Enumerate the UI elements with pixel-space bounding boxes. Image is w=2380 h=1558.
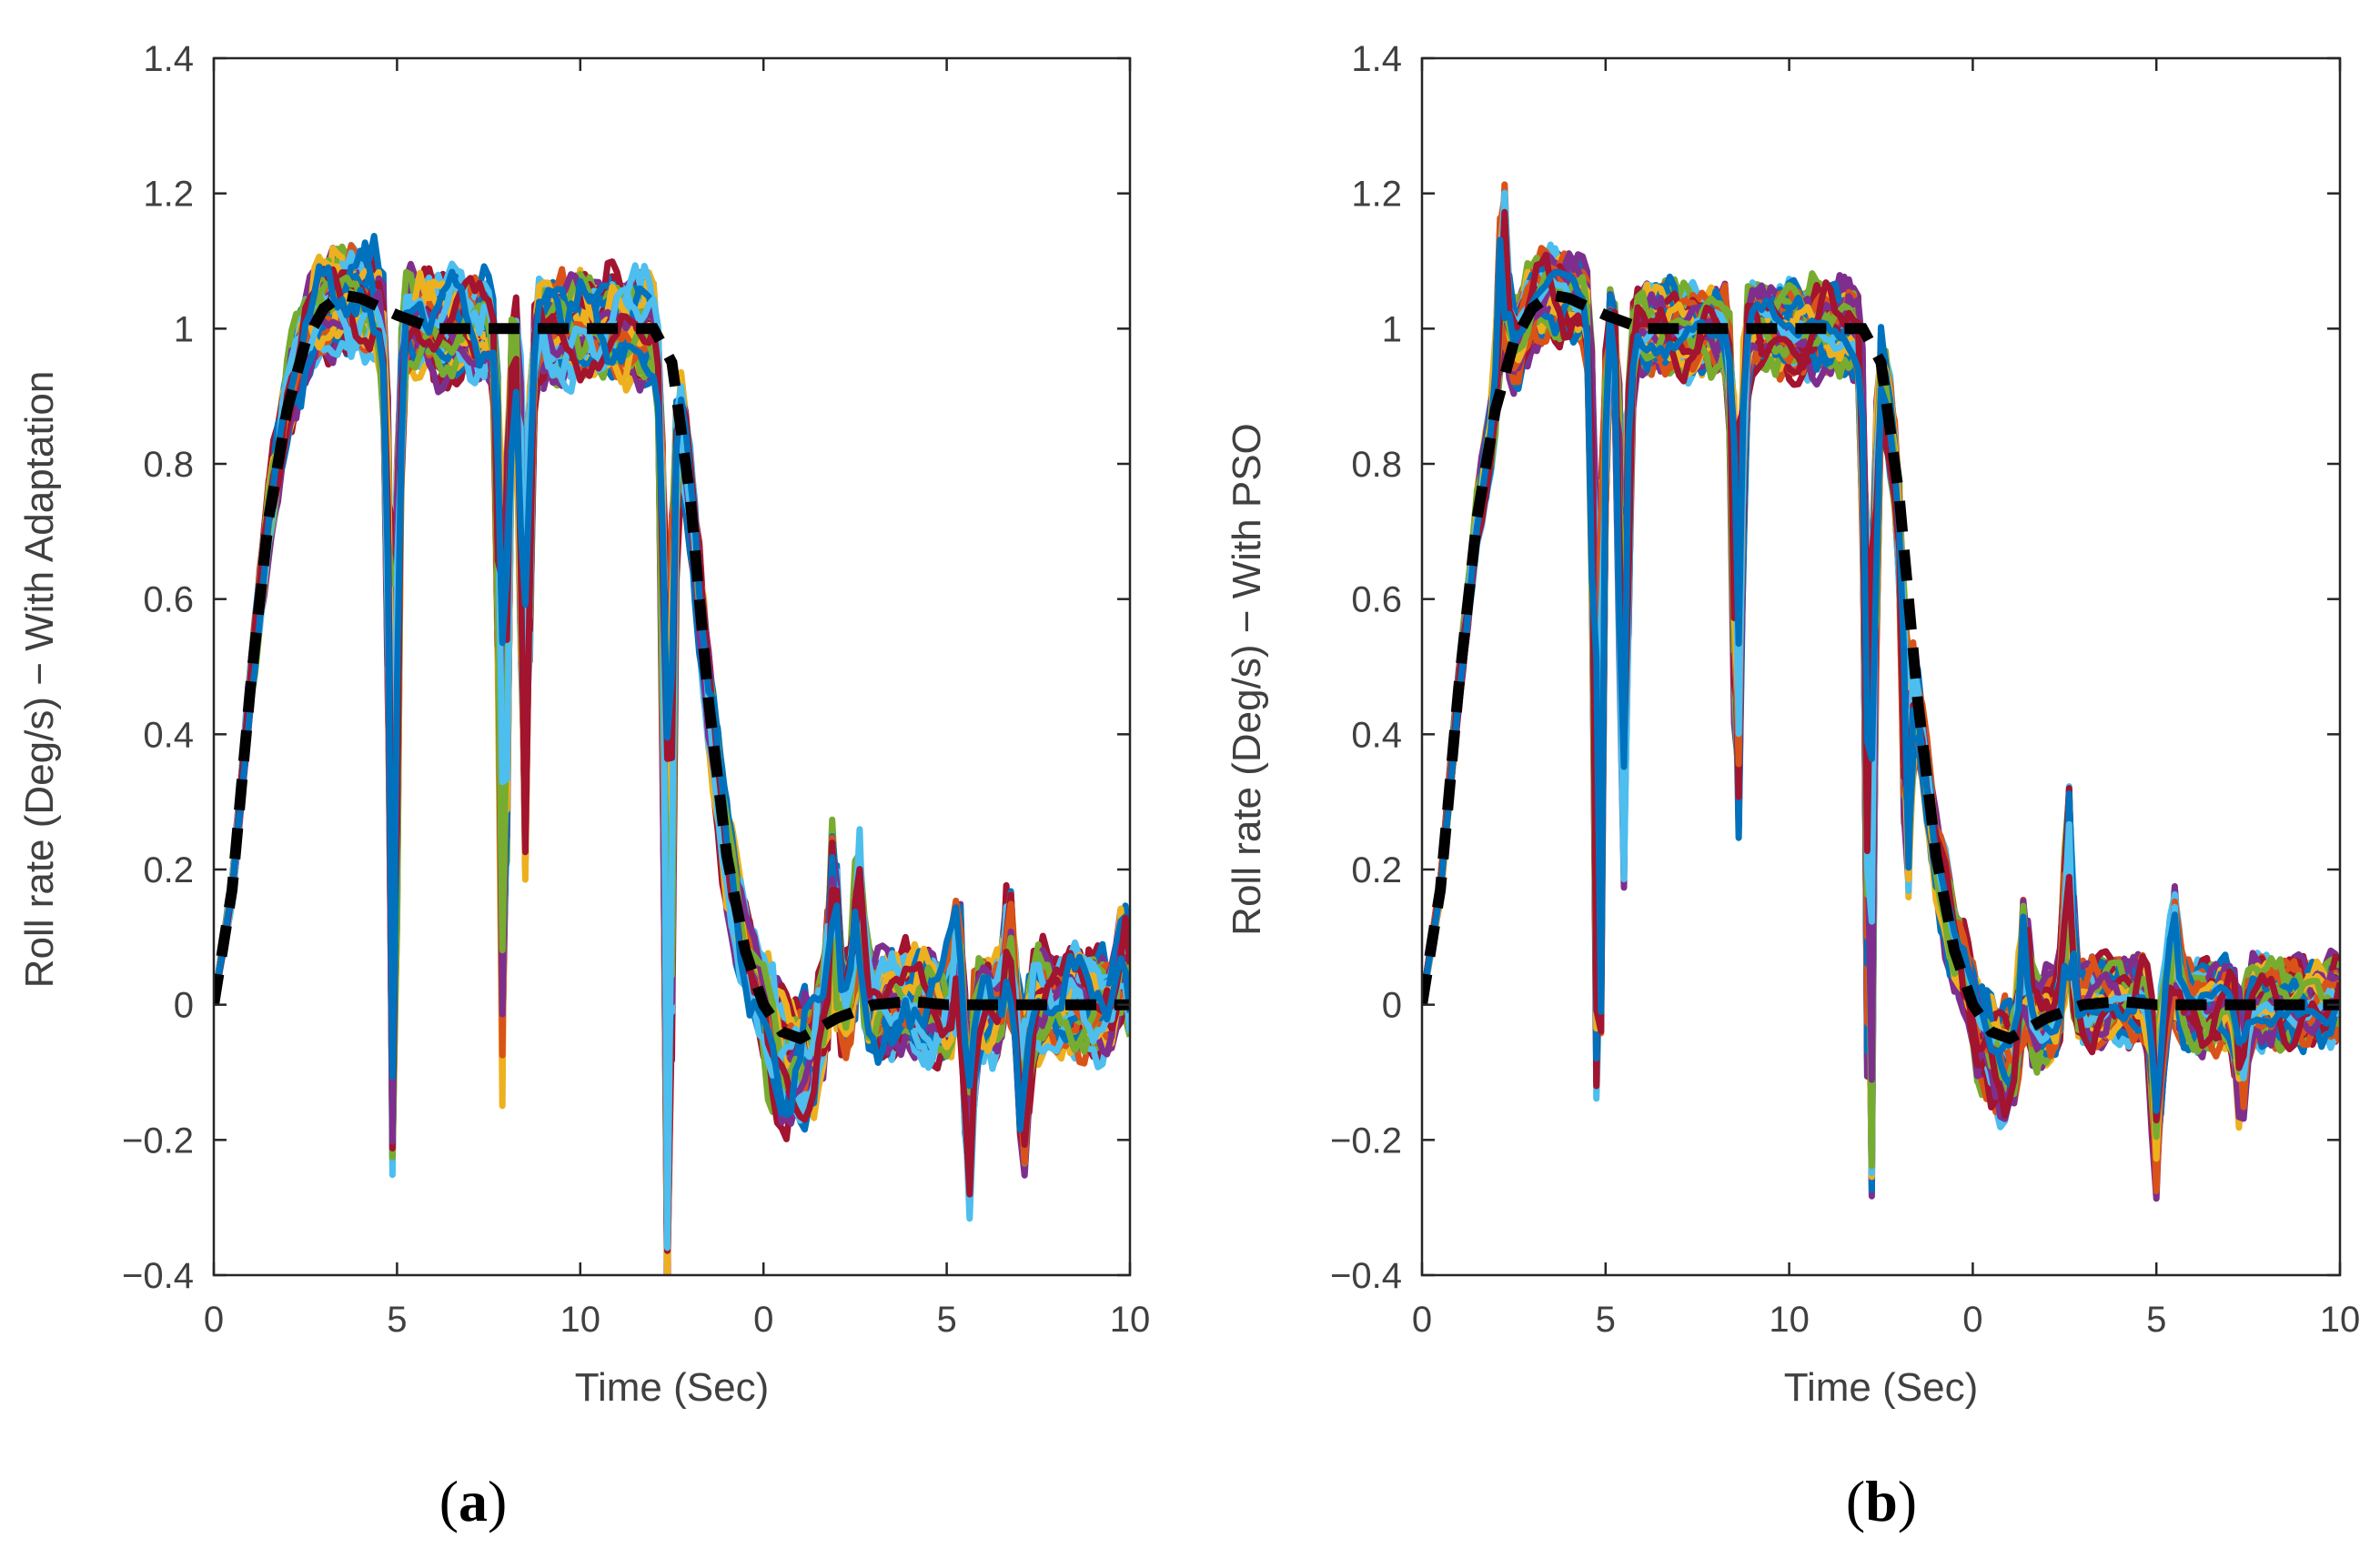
axes-box	[1420, 56, 2342, 1277]
ensemble-run	[214, 263, 1130, 1133]
x-tick-label: 10	[1110, 1300, 1151, 1340]
y-tick-label: 0.4	[143, 715, 194, 755]
y-tick-label: 1.4	[1351, 39, 1402, 79]
chart-panel-a: −0.4 −0.2 0 0.2 0.4 0.6 0.8 1 1.2 1.4 0 5 10 0 5 10 Time…	[17, 39, 1150, 1533]
y-tick-label: −0.4	[1330, 1256, 1402, 1296]
y-tick-label: −0.2	[1330, 1121, 1402, 1161]
x-tick-label: 5	[1596, 1300, 1616, 1340]
panel-label-letter: b	[1865, 1469, 1898, 1533]
x-tick-label: 10	[560, 1300, 601, 1340]
y-tick-label: 1	[1382, 309, 1402, 349]
x-axis-label: Time (Sec)	[1784, 1365, 1979, 1410]
x-tick-label: 0	[204, 1300, 224, 1340]
x-tick-label: 10	[1769, 1300, 1810, 1340]
y-tick-label: 0.2	[1351, 850, 1402, 890]
x-axis-label: Time (Sec)	[575, 1365, 770, 1410]
y-tick-label: 0	[1382, 986, 1402, 1026]
axes-box	[212, 56, 1132, 1277]
x-tick-label: 5	[387, 1300, 407, 1340]
y-tick-label: 1.4	[143, 39, 194, 79]
chart-panel-b: −0.4 −0.2 0 0.2 0.4 0.6 0.8 1 1.2 1.4 0 5 10 0 5 10 Time…	[1225, 39, 2360, 1533]
plot-area	[1422, 58, 2340, 1275]
x-tick-label: 10	[2320, 1300, 2361, 1340]
y-axis-label: Roll rate (Deg/s) − With PSO	[1225, 423, 1269, 936]
panel-label-open: (	[1846, 1469, 1865, 1533]
ensemble-traces	[1422, 181, 2340, 1202]
y-tick-label: 1.2	[143, 175, 194, 215]
y-tick-label: 0.4	[1351, 715, 1402, 755]
y-tick-label: 1.2	[1351, 175, 1402, 215]
ensemble-traces	[214, 233, 1130, 1275]
reference-line	[1422, 288, 2340, 1045]
panel-label-close: )	[1898, 1469, 1917, 1533]
y-tick-label: 1	[174, 309, 194, 349]
y-tick-label: 0.8	[143, 445, 194, 485]
y-tick-label: 0.8	[1351, 445, 1402, 485]
panel-label-letter: a	[459, 1469, 488, 1533]
x-tick-label: 5	[936, 1300, 956, 1340]
panel-label-close: )	[488, 1469, 507, 1533]
y-axis-label: Roll rate (Deg/s) − With Adaptation	[17, 371, 62, 989]
panel-label: (a)	[439, 1469, 508, 1533]
ensemble-run	[1422, 271, 2340, 1120]
y-tick-label: −0.2	[122, 1121, 194, 1161]
y-tick-label: 0	[174, 986, 194, 1026]
panel-label-open: (	[439, 1469, 459, 1533]
y-tick-label: −0.4	[122, 1256, 194, 1296]
x-tick-label: 0	[1412, 1300, 1432, 1340]
x-tick-label: 0	[753, 1300, 773, 1340]
ensemble-run	[1422, 236, 2340, 1114]
panel-label: (b)	[1846, 1469, 1917, 1533]
y-tick-label: 0.2	[143, 850, 194, 890]
y-tick-label: 0.6	[1351, 580, 1402, 620]
x-tick-label: 0	[1962, 1300, 1982, 1340]
reference-line	[214, 288, 1130, 1045]
y-tick-label: 0.6	[143, 580, 194, 620]
x-tick-label: 5	[2146, 1300, 2166, 1340]
ensemble-run	[214, 266, 1130, 1198]
